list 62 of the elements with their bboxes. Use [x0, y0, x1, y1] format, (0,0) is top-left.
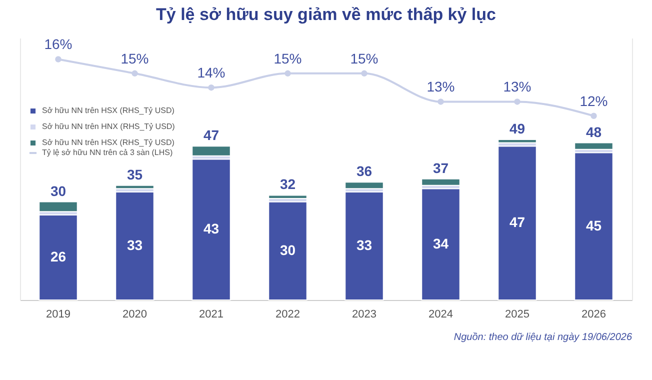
total-label: 48: [586, 124, 602, 140]
data-label: 33: [356, 236, 372, 253]
point: [438, 98, 444, 105]
data-label: 14%: [197, 64, 226, 81]
x-tick-label: 2023: [352, 308, 376, 320]
point: [361, 70, 368, 77]
point: [132, 70, 138, 77]
x-tick-label: 2020: [122, 308, 147, 320]
data-label: 45: [586, 217, 602, 234]
data-label: 34: [432, 235, 449, 252]
bar: [574, 152, 614, 300]
legend-label: Sở hữu NN trên HSX (RHS_Tỷ USD): [42, 138, 175, 147]
total-label: 32: [280, 176, 296, 192]
data-label: 30: [280, 242, 296, 258]
data-label: 15%: [120, 50, 149, 66]
bar: [192, 158, 231, 300]
data-label: 43: [203, 220, 220, 237]
point: [590, 112, 597, 120]
point: [284, 70, 291, 77]
data-label: 12%: [580, 92, 608, 109]
bar: [115, 184, 154, 190]
data-label: 33: [126, 236, 143, 253]
x-tick-label: 2019: [46, 308, 70, 320]
legend-label: Tỷ lệ sở hữu NN trên cả 3 sàn (LHS): [42, 148, 173, 157]
chart-title: Tỷ lệ sở hữu suy giảm về mức thấp kỷ lục: [156, 5, 496, 24]
bar: [268, 201, 308, 300]
bar: [574, 142, 614, 150]
total-label: 47: [203, 127, 220, 144]
point: [208, 84, 214, 91]
data-label: 15%: [350, 50, 378, 66]
bar: [268, 194, 308, 199]
data-label: 15%: [274, 50, 302, 66]
total-label: 37: [432, 160, 449, 176]
bar: [498, 146, 537, 300]
legend-label: Sở hữu NN trên HNX (RHS_Tỷ USD): [42, 122, 176, 131]
bar: [192, 146, 231, 156]
bar: [38, 214, 78, 300]
data-label: 13%: [426, 78, 455, 95]
data-label: 16%: [44, 36, 72, 52]
point: [55, 56, 62, 62]
x-tick-label: 2024: [428, 308, 453, 320]
data-label: 26: [50, 248, 66, 264]
total-label: 35: [126, 166, 143, 182]
bar: [498, 139, 537, 144]
bar: [38, 201, 78, 212]
x-tick-label: 2026: [582, 308, 606, 320]
bar: [344, 182, 384, 190]
bar: [421, 188, 460, 300]
legend-label: Sở hữu NN trên HSX (RHS_Tỷ USD): [42, 106, 175, 115]
total-label: 30: [50, 182, 66, 199]
point: [514, 98, 520, 105]
x-tick-label: 2025: [505, 308, 530, 320]
bar: [115, 191, 154, 300]
x-tick-label: 2021: [199, 308, 224, 320]
text: Nguồn: theo dữ liệu tại ngày 19/06/2026: [454, 332, 632, 343]
data-label: 47: [509, 214, 526, 230]
x-tick-label: 2022: [276, 308, 300, 320]
total-label: 49: [509, 120, 526, 137]
total-label: 36: [356, 163, 372, 180]
data-label: 13%: [503, 78, 532, 95]
bar: [344, 191, 384, 300]
bar: [421, 178, 460, 186]
